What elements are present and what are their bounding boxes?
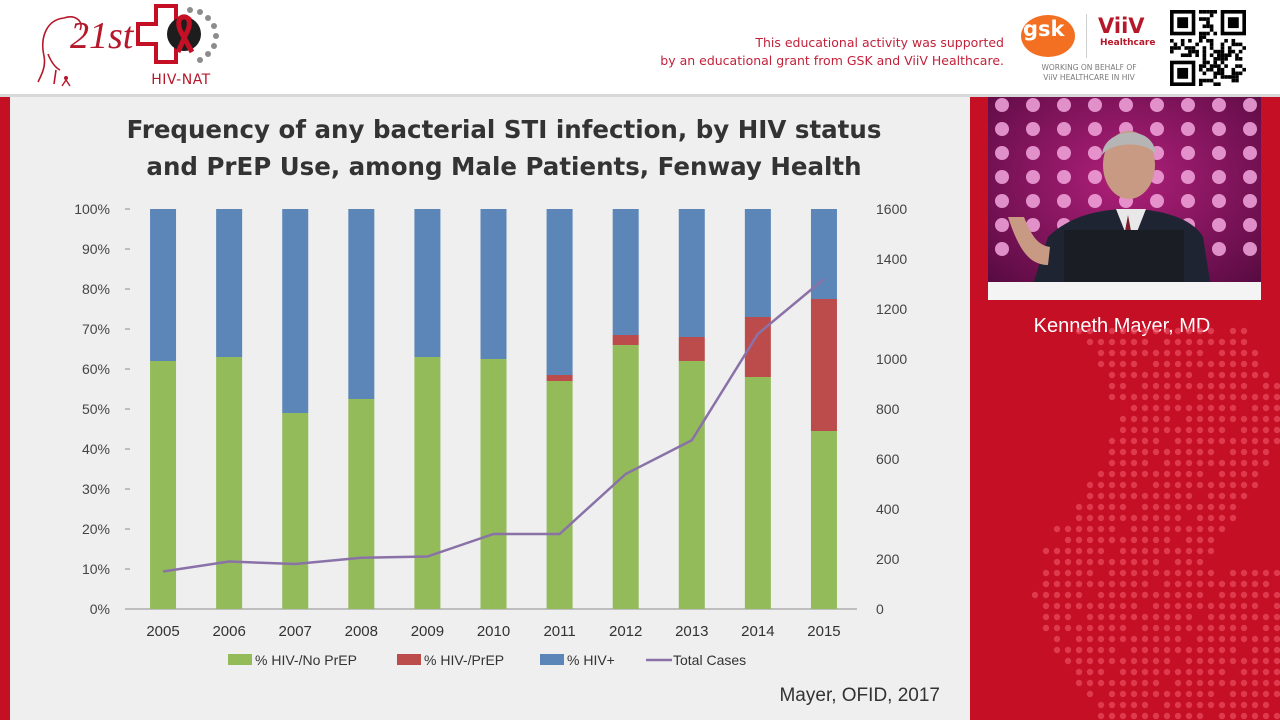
hivnat-label: HIV-NAT [151,72,211,88]
y-left-tick-label: 30% [82,481,110,497]
bar-segment-hivnoprep [216,357,243,609]
x-tick-label: 2007 [279,623,312,640]
support-line-2: by an educational grant from GSK and Vii… [660,53,1004,68]
legend-swatch [540,654,564,665]
y-right-tick-label: 600 [876,451,900,467]
legend-label: % HIV-/PrEP [424,652,504,668]
x-tick-label: 2015 [807,623,840,640]
y-right-tick-label: 800 [876,401,900,417]
speaker-video-frame-icon [988,97,1261,300]
y-right-tick-label: 1400 [876,251,907,267]
y-right-tick-label: 1200 [876,301,907,317]
support-statement: This educational activity was supported … [660,34,1004,70]
x-tick-label: 2006 [212,623,245,640]
bar-segment-hivnoprep [348,399,375,609]
decorative-dot-pattern [1031,327,1280,720]
support-line-1: This educational activity was supported [755,35,1004,50]
bar-segment-hivprep [612,335,639,345]
gsk-logo-icon [1021,15,1075,57]
bar-segment-hivprep [678,337,705,361]
y-left-tick-label: 70% [82,321,110,337]
red-cross-ribbon-icon [136,4,219,64]
bar-segment-hiv [348,209,375,399]
qr-code-icon[interactable] [1170,10,1246,86]
legend-label: % HIV+ [567,652,615,668]
legend-label: Total Cases [673,652,746,668]
legend-swatch [228,654,252,665]
bar-segment-hiv [216,209,243,357]
bar-segment-hivnoprep [414,357,441,609]
y-left-tick-label: 50% [82,401,110,417]
x-tick-label: 2011 [543,623,575,640]
header-divider [0,94,1280,97]
y-left-tick-label: 20% [82,521,110,537]
bar-segment-hiv [744,209,771,317]
bar-segment-hiv [414,209,441,357]
chart-title-line-2: and PrEP Use, among Male Patients, Fenwa… [146,152,862,181]
y-left-tick-label: 10% [82,561,110,577]
bar-segment-hiv [282,209,309,413]
header-bar: 21st HIV-NAT This educational activity w… [0,0,1280,94]
gsk-label: gsk [1023,17,1065,41]
y-right-tick-label: 1000 [876,351,907,367]
y-right-tick-label: 200 [876,551,900,567]
x-tick-label: 2008 [345,623,378,640]
x-tick-label: 2005 [146,623,179,640]
speaker-video [988,97,1261,300]
y-right-tick-label: 400 [876,501,900,517]
y-right-tick-label: 1600 [876,201,907,217]
bar-segment-hivnoprep [612,345,639,609]
elephant-logo-icon [37,16,82,87]
bar-segment-hivprep [810,299,837,431]
y-left-tick-label: 100% [74,201,110,217]
working-line-2: ViiV HEALTHCARE IN HIV [1043,73,1135,82]
total-cases-line [162,278,825,573]
bar-segment-hivnoprep [678,361,705,609]
logo-divider [1086,14,1087,58]
bar-segment-hivnoprep [546,381,573,609]
viiv-sub-label: Healthcare [1100,38,1156,48]
logo-number: 21st [70,15,134,57]
chart-title: Frequency of any bacterial STI infection… [10,111,998,185]
bar-segment-hiv [810,209,837,299]
hivnat-logo: HIV-NAT [134,4,230,90]
bar-segment-hiv [480,209,507,359]
y-right-tick-label: 0 [876,601,884,617]
bar-segment-hivnoprep [810,431,837,609]
x-tick-label: 2013 [675,623,708,640]
y-left-tick-label: 40% [82,441,110,457]
bar-segment-hivnoprep [744,377,771,609]
viiv-label: ViiV [1098,14,1145,38]
citation: Mayer, OFID, 2017 [779,685,940,706]
presentation-slide: Frequency of any bacterial STI infection… [10,97,970,720]
y-left-tick-label: 60% [82,361,110,377]
conference-logo: 21st [36,8,133,88]
legend-swatch [397,654,421,665]
x-tick-label: 2014 [741,623,774,640]
bar-segment-hiv [150,209,177,361]
bar-segment-hivnoprep [282,413,309,609]
working-line-1: WORKING ON BEHALF OF [1041,63,1137,72]
y-left-tick-label: 90% [82,241,110,257]
bar-segment-hiv [612,209,639,335]
y-left-tick-label: 80% [82,281,110,297]
legend-label: % HIV-/No PrEP [255,652,357,668]
y-left-tick-label: 0% [90,601,110,617]
x-tick-label: 2012 [609,623,642,640]
x-tick-label: 2009 [411,623,444,640]
sti-frequency-chart: 0% 10% 20% 30% 40% 50% 60% 70% 80% 90% 100% 0 200 400… [74,201,907,668]
bar-segment-hivprep [546,375,573,381]
bar-segment-hiv [546,209,573,375]
bar-segment-hivnoprep [480,359,507,609]
chart-title-line-1: Frequency of any bacterial STI infection… [126,115,882,144]
bar-segment-hivnoprep [150,361,177,609]
x-tick-label: 2010 [477,623,510,640]
working-on-behalf-text: WORKING ON BEHALF OF ViiV HEALTHCARE IN … [1024,63,1154,83]
bar-segment-hiv [678,209,705,337]
